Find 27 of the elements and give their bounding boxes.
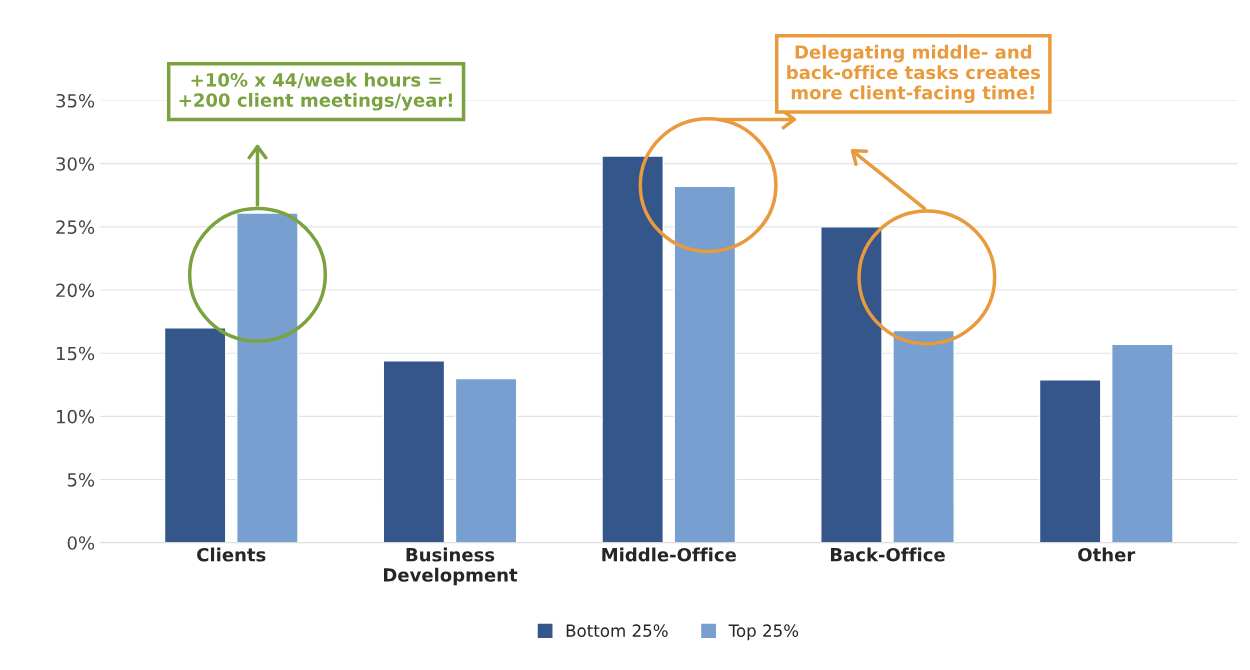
bar xyxy=(673,185,737,543)
annotation: Delegating middle- and back-office tasks creates more client-facing time! xyxy=(787,44,1041,104)
bar xyxy=(454,377,518,543)
bar xyxy=(892,329,955,543)
y-tick-label: 35% xyxy=(56,93,95,108)
y-tick-label: 0% xyxy=(67,536,95,550)
bar xyxy=(601,155,664,543)
x-tick-label: Middle-Office xyxy=(602,547,736,562)
x-tick-label: Clients xyxy=(197,547,266,562)
annotation: +10% x 44/week hours = +200 client meetings/year! xyxy=(179,72,452,111)
x-tick-label: Business Development xyxy=(384,547,518,586)
y-tick-label: 5% xyxy=(67,472,95,487)
x-tick-label: Other xyxy=(1078,547,1136,562)
y-tick-label: 30% xyxy=(56,157,95,171)
y-tick-label: 15% xyxy=(56,346,95,361)
bar xyxy=(1111,343,1174,543)
y-tick-label: 10% xyxy=(56,409,95,424)
bar xyxy=(820,226,883,543)
y-tick-label: 25% xyxy=(56,220,95,234)
bar xyxy=(382,360,446,543)
legend-label: Bottom 25% xyxy=(566,624,668,637)
legend-label: Top 25% xyxy=(728,624,799,641)
bar xyxy=(236,212,299,543)
y-tick-label: 20% xyxy=(56,283,95,298)
x-tick-label: Back-Office xyxy=(830,547,945,562)
bar xyxy=(1038,379,1102,543)
bar xyxy=(163,327,227,543)
